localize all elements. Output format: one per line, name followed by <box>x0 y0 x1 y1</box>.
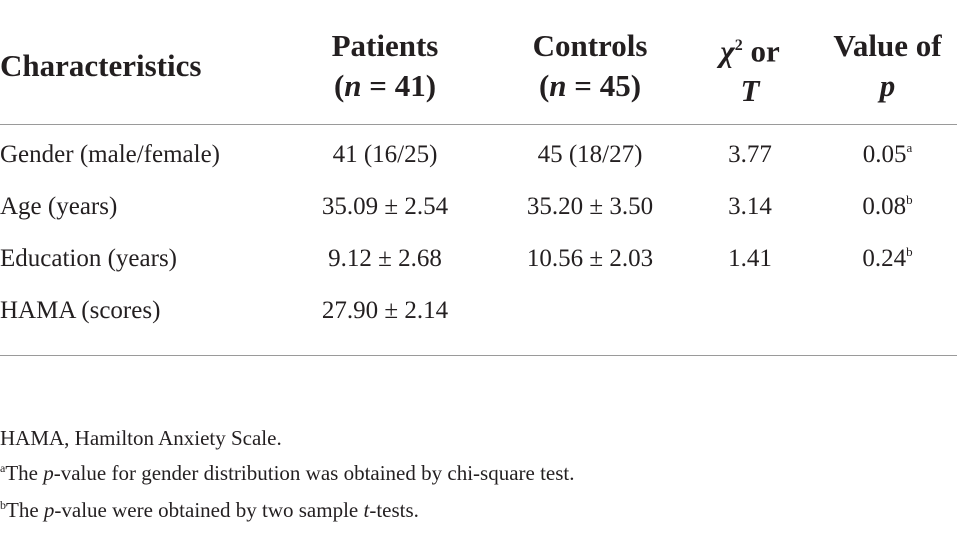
row-age-label: Age (years) <box>0 193 118 220</box>
header-divider <box>0 124 957 125</box>
footnote-abbreviation: HAMA, Hamilton Anxiety Scale. <box>0 426 282 450</box>
header-characteristics: Characteristics <box>0 48 202 83</box>
row-age-pvalue: 0.08b <box>862 191 913 220</box>
header-controls: Controls (n = 45) <box>532 28 648 103</box>
row-gender-pvalue: 0.05a <box>862 139 913 168</box>
row-age-patients: 35.09 ± 2.54 <box>321 193 449 220</box>
row-education-patients: 9.12 ± 2.68 <box>328 245 442 272</box>
footnote-b: bThe p-value were obtained by two sample… <box>0 498 419 522</box>
header-patients: Patients (n = 41) <box>331 28 439 103</box>
row-gender-stat: 3.77 <box>728 141 772 168</box>
table-bottom-divider <box>0 355 957 356</box>
row-hama-patients: 27.90 ± 2.14 <box>321 297 449 324</box>
row-education-pvalue: 0.24b <box>862 243 913 272</box>
row-gender-patients: 41 (16/25) <box>332 141 438 168</box>
row-hama-label: HAMA (scores) <box>0 297 161 324</box>
row-age-controls: 35.20 ± 3.50 <box>526 193 654 220</box>
row-education-controls: 10.56 ± 2.03 <box>526 245 654 272</box>
row-education-label: Education (years) <box>0 245 178 272</box>
row-education-stat: 1.41 <box>728 245 772 272</box>
row-gender-label: Gender (male/female) <box>0 141 221 168</box>
footnote-a: aThe p-value for gender distribution was… <box>0 461 575 485</box>
header-pvalue: Value of p <box>833 28 942 103</box>
header-statistic: χ2 or T <box>720 33 780 109</box>
row-gender-controls: 45 (18/27) <box>537 141 643 168</box>
row-age-stat: 3.14 <box>728 193 772 220</box>
